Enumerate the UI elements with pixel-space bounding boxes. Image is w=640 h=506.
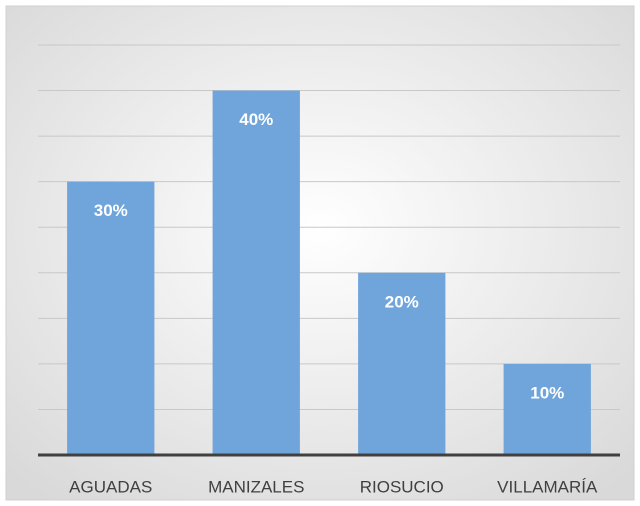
bar	[503, 363, 591, 455]
bar	[67, 181, 155, 455]
data-label: 30%	[94, 201, 128, 220]
data-label: 40%	[239, 110, 273, 129]
x-tick-label: AGUADAS	[69, 477, 152, 496]
x-tick-label: MANIZALES	[208, 477, 304, 496]
x-tick-label: VILLAMARÍA	[497, 477, 598, 496]
data-label: 20%	[385, 292, 419, 311]
x-tick-label: RIOSUCIO	[360, 477, 444, 496]
bar	[212, 90, 300, 456]
bar	[358, 272, 446, 455]
data-label: 10%	[530, 383, 564, 402]
